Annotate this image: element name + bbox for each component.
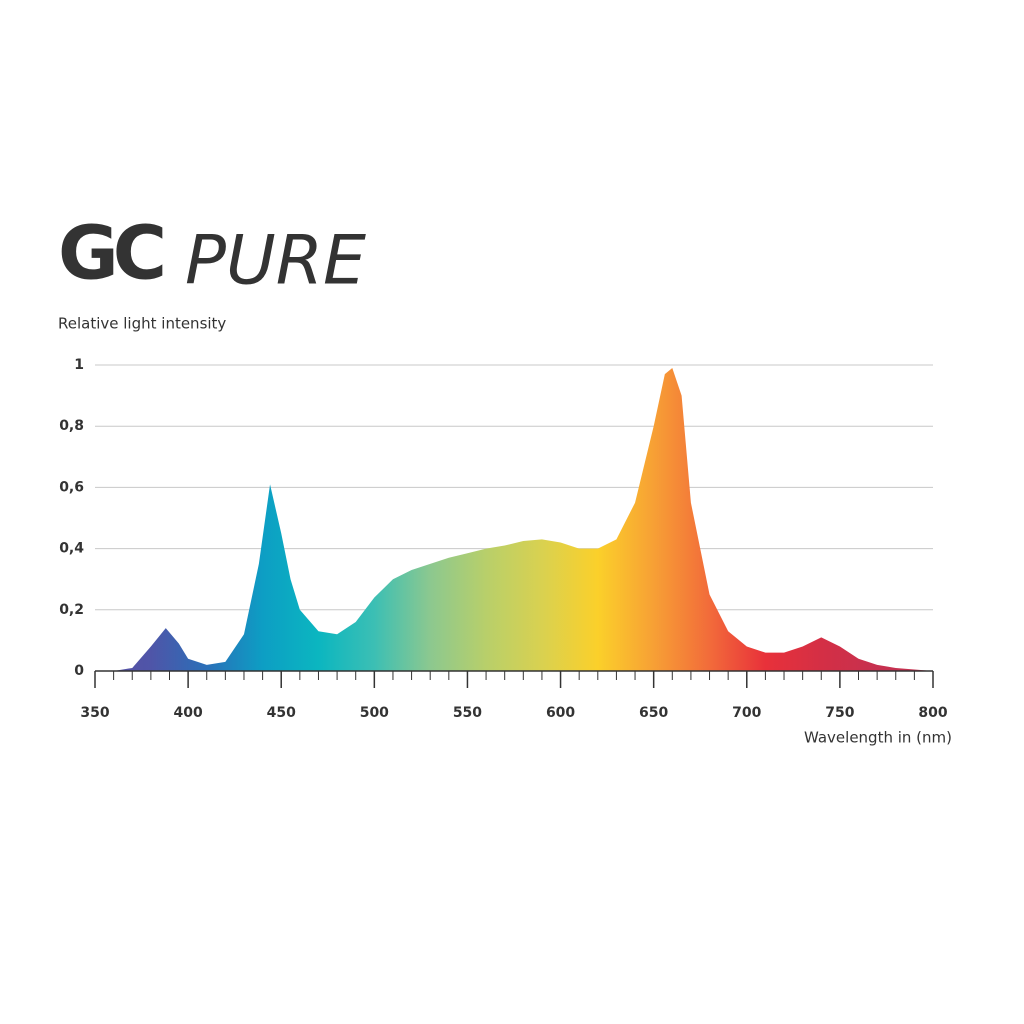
y-tick-label: 0,2 xyxy=(59,602,84,618)
x-tick-label: 700 xyxy=(732,705,761,721)
x-tick-label: 750 xyxy=(825,705,854,721)
x-tick-label: 400 xyxy=(173,705,202,721)
y-tick-label: 0,8 xyxy=(59,418,84,434)
y-tick-label: 0,6 xyxy=(59,479,84,495)
x-tick-label: 800 xyxy=(918,705,947,721)
y-tick-label: 1 xyxy=(74,357,84,373)
x-tick-label: 500 xyxy=(360,705,389,721)
x-axis-label: Wavelength in (nm) xyxy=(804,729,952,747)
x-tick-label: 350 xyxy=(80,705,109,721)
x-tick-label: 450 xyxy=(267,705,296,721)
y-axis-label: Relative light intensity xyxy=(58,315,226,333)
brand-title: PURE xyxy=(185,222,366,301)
brand-logo: GC xyxy=(58,211,163,297)
x-tick-label: 550 xyxy=(453,705,482,721)
y-tick-label: 0,4 xyxy=(59,541,84,557)
x-tick-label: 650 xyxy=(639,705,668,721)
x-tick-label: 600 xyxy=(546,705,575,721)
spectrum-area xyxy=(113,368,934,671)
y-tick-label: 0 xyxy=(74,663,84,679)
